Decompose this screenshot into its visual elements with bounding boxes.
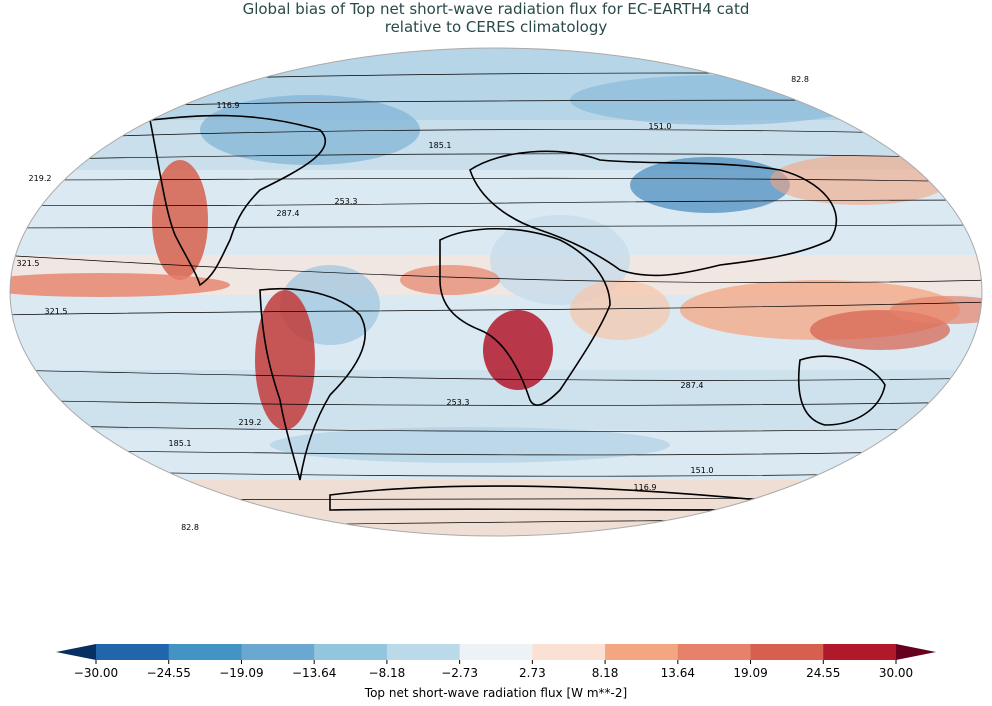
contour-label-219-2-n: 219.2 — [29, 174, 52, 183]
map-title: Global bias of Top net short-wave radiat… — [0, 0, 992, 36]
colorbar-segment — [605, 644, 679, 660]
colorbar-tick-label: −30.00 — [74, 666, 118, 680]
colorbar-segment — [314, 644, 388, 660]
colorbar-segment — [241, 644, 315, 660]
contour-label-116-9-n: 116.9 — [217, 101, 240, 110]
contour-label-151-n: 151.0 — [649, 122, 672, 131]
world-map: 82.8 116.9 151.0 185.1 219.2 253.3 287.4… — [0, 40, 992, 560]
colorbar-tick-label: 19.09 — [733, 666, 767, 680]
colorbar-extend-low — [56, 644, 96, 660]
colorbar-tick-label: 24.55 — [806, 666, 840, 680]
contour-label-253-3-n: 253.3 — [335, 197, 358, 206]
colorbar-segment — [168, 644, 242, 660]
contour-label-185-1-s: 185.1 — [169, 439, 192, 448]
colorbar-segment — [532, 644, 606, 660]
colorbar-tick-label: −19.09 — [219, 666, 263, 680]
colorbar-segment — [823, 644, 897, 660]
map-svg: 82.8 116.9 151.0 185.1 219.2 253.3 287.4… — [9, 47, 983, 537]
contour-label-321-5-s: 321.5 — [45, 307, 68, 316]
colorbar-tick-label: −24.55 — [147, 666, 191, 680]
colorbar-segment — [96, 644, 170, 660]
contour-labels: 82.8 116.9 151.0 185.1 219.2 253.3 287.4… — [17, 75, 809, 532]
contour-label-82-8-s: 82.8 — [181, 523, 199, 532]
title-line-2: relative to CERES climatology — [384, 18, 608, 36]
colorbar-segment — [677, 644, 752, 660]
contour-label-185-1-n: 185.1 — [429, 141, 452, 150]
colorbar-segment — [750, 644, 824, 660]
title-line-1: Global bias of Top net short-wave radiat… — [242, 0, 750, 18]
globe-outline — [9, 47, 983, 537]
colorbar-label: Top net short-wave radiation flux [W m**… — [364, 686, 627, 700]
contour-label-82-8-n: 82.8 — [791, 75, 809, 84]
colorbar-segment — [386, 644, 461, 660]
colorbar-extend-high — [896, 644, 936, 660]
colorbar: −30.00 −24.55 −19.09 −13.64 −8.18 −2.73 2.73 8.… — [0, 638, 992, 702]
contour-label-151-s: 151.0 — [691, 466, 714, 475]
colorbar-tick-label: 8.18 — [592, 666, 619, 680]
contour-label-116-9-s: 116.9 — [634, 483, 657, 492]
colorbar-tick-label: 30.00 — [879, 666, 913, 680]
colorbar-tick-label: 2.73 — [519, 666, 546, 680]
contour-label-321-5-n: 321.5 — [17, 259, 40, 268]
colorbar-tick-label: −13.64 — [292, 666, 336, 680]
map-field — [10, 48, 982, 536]
colorbar-tick-label: −2.73 — [441, 666, 478, 680]
contour-label-287-4-s: 287.4 — [681, 381, 704, 390]
colorbar-tick-label: −8.18 — [369, 666, 406, 680]
contour-label-287-4-n: 287.4 — [277, 209, 300, 218]
colorbar-tick-label: 13.64 — [661, 666, 695, 680]
colorbar-svg: −30.00 −24.55 −19.09 −13.64 −8.18 −2.73 2.73 8.… — [56, 644, 936, 700]
contour-label-219-2-s: 219.2 — [239, 418, 262, 427]
colorbar-segment — [459, 644, 533, 660]
contour-label-253-3-s: 253.3 — [447, 398, 470, 407]
